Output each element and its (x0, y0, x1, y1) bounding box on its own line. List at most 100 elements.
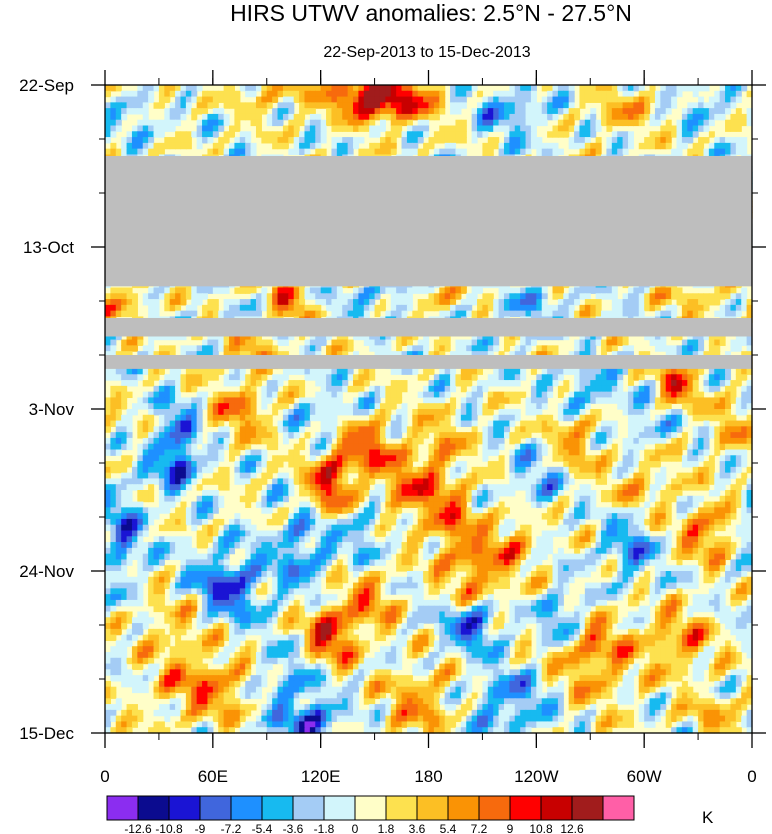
field-cell (417, 351, 424, 358)
field-cell (406, 96, 413, 103)
field-cell (374, 148, 381, 156)
field-cell (579, 85, 586, 92)
field-cell (665, 90, 672, 98)
field-cell (439, 368, 446, 375)
field-cell (557, 108, 564, 115)
field-cell (369, 85, 376, 92)
field-cell (595, 299, 602, 306)
field-cell (169, 391, 176, 399)
field-cell (218, 287, 225, 294)
field-cell (455, 339, 462, 346)
field-cell (428, 287, 435, 294)
field-cell (191, 374, 198, 381)
field-cell (396, 131, 403, 138)
field-cell (552, 102, 559, 109)
field-cell (595, 310, 602, 318)
field-cell (444, 148, 451, 156)
field-cell (584, 345, 591, 352)
field-cell (277, 287, 284, 294)
field-cell (212, 299, 219, 306)
field-cell (563, 131, 570, 138)
field-cell (557, 85, 564, 92)
field-cell (358, 304, 365, 312)
field-cell (590, 287, 597, 294)
field-cell (239, 310, 246, 318)
field-cell (390, 391, 397, 399)
field-cell (617, 333, 624, 341)
field-cell (164, 293, 171, 300)
field-cell (202, 368, 209, 375)
field-cell (568, 287, 575, 294)
field-cell (223, 148, 230, 156)
field-cell (137, 96, 144, 103)
field-cell (191, 96, 198, 103)
field-cell (606, 333, 613, 341)
field-cell (309, 102, 316, 109)
field-cell (326, 333, 333, 341)
field-cell (110, 351, 117, 358)
field-cell (250, 119, 257, 127)
field-cell (250, 333, 257, 341)
field-cell (590, 131, 597, 138)
field-cell (148, 333, 155, 341)
field-cell (304, 96, 311, 103)
field-cell (498, 391, 505, 399)
field-cell (660, 90, 667, 98)
field-cell (552, 380, 559, 387)
field-cell (541, 108, 548, 115)
field-cell (460, 137, 467, 144)
field-cell (487, 137, 494, 144)
field-cell (272, 385, 279, 393)
field-cell (255, 368, 262, 375)
field-cell (579, 96, 586, 103)
field-cell (514, 142, 521, 150)
field-cell (654, 333, 661, 341)
field-cell (239, 339, 246, 346)
field-cell (272, 108, 279, 115)
field-cell (158, 125, 165, 132)
field-cell (293, 391, 300, 399)
field-cell (180, 380, 187, 387)
field-cell (687, 380, 694, 387)
field-cell (121, 368, 128, 375)
field-cell (611, 380, 618, 387)
field-cell (347, 108, 354, 115)
field-cell (654, 113, 661, 121)
field-cell (627, 119, 634, 127)
field-cell (320, 137, 327, 144)
field-cell (644, 142, 651, 150)
field-cell (471, 108, 478, 115)
field-cell (590, 299, 597, 306)
field-cell (417, 102, 424, 109)
field-cell (466, 345, 473, 352)
field-cell (164, 299, 171, 306)
field-cell (563, 90, 570, 98)
field-cell (369, 374, 376, 381)
field-cell (644, 385, 651, 393)
field-cell (347, 299, 354, 306)
field-cell (185, 351, 192, 358)
field-cell (390, 148, 397, 156)
field-cell (433, 374, 440, 381)
field-cell (423, 131, 430, 138)
field-cell (503, 380, 510, 387)
field-cell (131, 131, 138, 138)
field-cell (557, 310, 564, 318)
field-cell (331, 339, 338, 346)
field-cell (309, 137, 316, 144)
field-cell (687, 108, 694, 115)
field-cell (320, 293, 327, 300)
field-cell (746, 113, 753, 121)
field-cell (579, 310, 586, 318)
field-cell (439, 299, 446, 306)
field-cell (158, 85, 165, 92)
field-cell (444, 293, 451, 300)
field-cell (536, 385, 543, 393)
field-cell (595, 125, 602, 132)
field-cell (601, 374, 608, 381)
field-cell (719, 137, 726, 144)
field-cell (525, 287, 532, 294)
field-cell (579, 287, 586, 294)
field-cell (719, 333, 726, 341)
field-cell (315, 374, 322, 381)
